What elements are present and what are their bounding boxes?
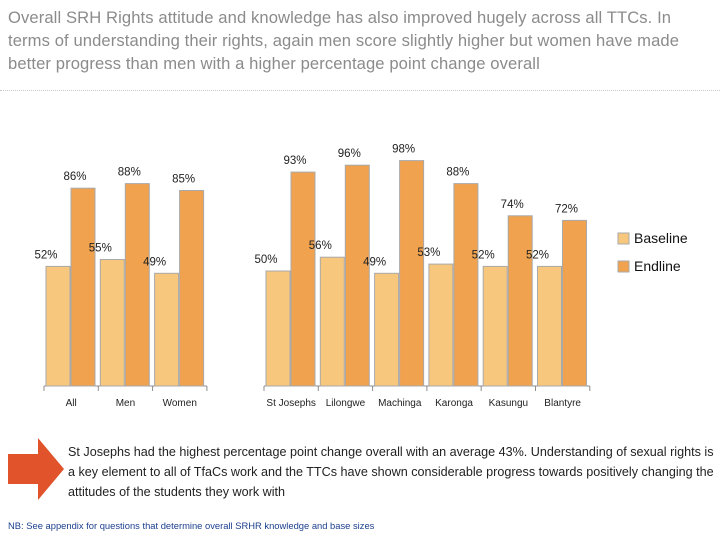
bar-endline-st-josephs (290, 171, 316, 387)
legend-label-endline: Endline (634, 258, 681, 274)
bar-baseline-blantyre (537, 265, 562, 387)
data-label-endline-men: 88% (118, 167, 141, 179)
data-label-baseline-kasungu: 52% (472, 249, 495, 261)
x-tick-label-lilongwe: Lilongwe (326, 398, 366, 409)
data-label-baseline-all: 52% (34, 249, 57, 261)
data-label-endline-lilongwe: 96% (338, 148, 361, 160)
bar-baseline-karonga (428, 263, 454, 387)
x-tick-label-all: All (66, 398, 77, 409)
data-label-baseline-st-josephs: 50% (254, 254, 277, 266)
bar-endline-men (124, 183, 150, 387)
x-tick-label-kasungu: Kasungu (489, 398, 528, 409)
bar-baseline-men (99, 259, 125, 387)
data-label-baseline-women: 49% (143, 256, 166, 268)
x-tick-label-women: Women (163, 398, 197, 409)
data-label-baseline-machinga: 49% (363, 256, 386, 268)
bar-endline-lilongwe (344, 164, 370, 387)
x-tick-label-machinga: Machinga (378, 398, 422, 409)
bar-chart: 52% 86% All 55% 88% Men 49% 85% Women 50% 93% St Jo… (34, 144, 688, 409)
x-tick-label-karonga: Karonga (435, 398, 473, 409)
data-label-endline-kasungu: 74% (501, 199, 524, 211)
bar-baseline-all (45, 265, 71, 387)
right-arrow-icon (8, 438, 64, 500)
bar-endline-karonga (453, 183, 479, 387)
bar-endline-machinga (399, 160, 425, 387)
x-tick-label-blantyre: Blantyre (544, 398, 581, 409)
legend-swatch-baseline (617, 232, 630, 245)
legend-label-baseline: Baseline (634, 230, 688, 246)
bar-endline-women (179, 190, 205, 387)
x-tick-label-men: Men (116, 398, 135, 409)
data-label-endline-st-josephs: 93% (283, 155, 306, 167)
bar-baseline-kasungu (482, 265, 508, 387)
data-label-endline-blantyre: 72% (555, 203, 578, 215)
bar-endline-blantyre (562, 219, 587, 387)
bar-baseline-women (154, 272, 180, 387)
legend-swatch-endline (617, 260, 630, 273)
headline: Overall SRH Rights attitude and knowledg… (8, 8, 680, 73)
data-label-baseline-lilongwe: 56% (309, 240, 332, 252)
title-divider (0, 90, 720, 91)
data-label-baseline-men: 55% (89, 243, 112, 255)
callout-text: St Josephs had the highest percentage po… (68, 445, 714, 499)
data-label-endline-women: 85% (172, 174, 195, 186)
data-label-endline-machinga: 98% (392, 144, 415, 156)
bar-baseline-lilongwe (319, 256, 345, 387)
bar-baseline-machinga (374, 272, 400, 387)
footnote: NB: See appendix for questions that dete… (8, 520, 375, 531)
data-label-baseline-blantyre: 52% (526, 249, 549, 261)
bar-endline-kasungu (507, 215, 533, 387)
data-label-endline-all: 86% (63, 171, 86, 183)
bar-baseline-st-josephs (265, 270, 291, 387)
x-tick-label-st-josephs: St Josephs (266, 398, 315, 409)
data-label-endline-karonga: 88% (446, 167, 469, 179)
data-label-baseline-karonga: 53% (417, 247, 440, 259)
bar-endline-all (70, 187, 96, 387)
